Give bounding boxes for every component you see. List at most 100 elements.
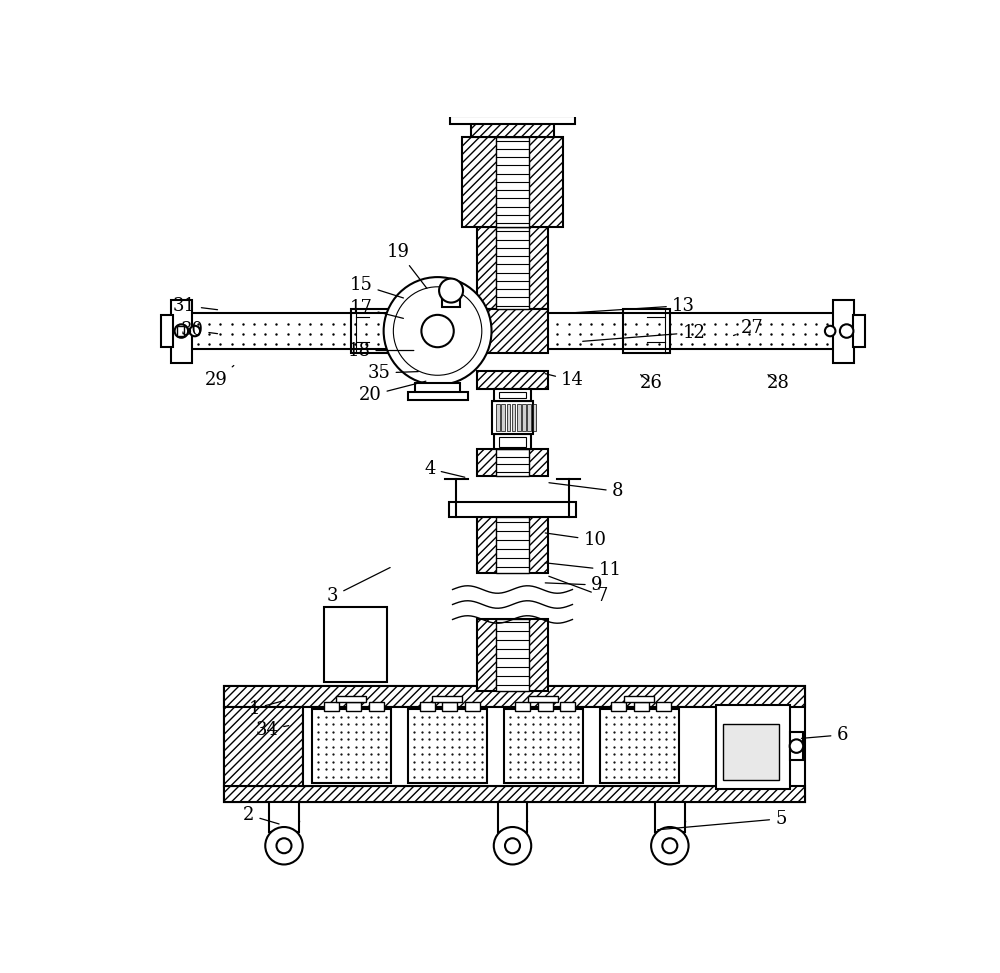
- Bar: [477, 309, 548, 353]
- Text: 28: 28: [767, 374, 790, 392]
- Bar: [224, 686, 805, 707]
- Bar: [189, 313, 836, 349]
- Text: 7: 7: [549, 576, 608, 605]
- Bar: [494, 389, 531, 401]
- Bar: [351, 309, 398, 353]
- Bar: [833, 300, 854, 363]
- Bar: [499, 437, 526, 448]
- Bar: [408, 709, 487, 783]
- Bar: [611, 702, 626, 711]
- Bar: [324, 607, 387, 682]
- Text: 8: 8: [549, 483, 623, 500]
- Bar: [324, 702, 339, 711]
- Bar: [723, 724, 779, 779]
- Bar: [716, 704, 790, 789]
- Circle shape: [421, 315, 454, 347]
- Bar: [449, 502, 576, 517]
- Text: 5: 5: [658, 810, 786, 830]
- Text: 3: 3: [327, 567, 390, 605]
- Bar: [655, 803, 685, 832]
- Bar: [496, 620, 529, 691]
- Bar: [499, 392, 526, 399]
- Text: 35: 35: [368, 364, 418, 382]
- Bar: [600, 709, 679, 783]
- Bar: [312, 709, 391, 783]
- Bar: [496, 137, 529, 227]
- Bar: [408, 392, 468, 400]
- Bar: [177, 326, 184, 337]
- Bar: [560, 702, 575, 711]
- Bar: [512, 405, 515, 431]
- Text: 1: 1: [248, 700, 285, 718]
- Bar: [533, 405, 536, 431]
- Bar: [171, 300, 192, 363]
- Text: 27: 27: [734, 319, 764, 337]
- Bar: [432, 696, 462, 702]
- Circle shape: [175, 324, 188, 338]
- Bar: [624, 696, 654, 702]
- Bar: [522, 405, 526, 431]
- Bar: [853, 315, 865, 346]
- Text: 20: 20: [359, 381, 426, 405]
- Circle shape: [384, 277, 492, 385]
- Circle shape: [840, 324, 853, 338]
- Bar: [527, 405, 531, 431]
- Circle shape: [494, 827, 531, 864]
- Bar: [477, 517, 548, 573]
- Text: 2: 2: [243, 806, 279, 824]
- Text: 26: 26: [640, 374, 663, 392]
- Text: 14: 14: [545, 372, 584, 389]
- Bar: [507, 405, 510, 431]
- Bar: [790, 732, 803, 760]
- Bar: [634, 702, 649, 711]
- Bar: [496, 517, 529, 573]
- Circle shape: [825, 326, 835, 337]
- Bar: [346, 702, 361, 711]
- Bar: [269, 803, 299, 832]
- Bar: [161, 315, 173, 346]
- Bar: [450, 116, 575, 124]
- Text: 19: 19: [387, 242, 427, 288]
- Bar: [517, 405, 521, 431]
- Text: 31: 31: [173, 297, 218, 314]
- Bar: [462, 137, 563, 227]
- Bar: [303, 707, 719, 786]
- Text: 4: 4: [424, 460, 465, 478]
- Bar: [538, 702, 553, 711]
- Bar: [420, 702, 435, 711]
- Text: 9: 9: [545, 576, 602, 594]
- Circle shape: [651, 827, 689, 864]
- Text: 34: 34: [255, 721, 289, 739]
- Bar: [477, 450, 548, 476]
- Circle shape: [662, 839, 677, 853]
- Bar: [477, 227, 548, 309]
- Bar: [504, 709, 583, 783]
- Circle shape: [265, 827, 303, 864]
- Text: 18: 18: [347, 342, 414, 359]
- Bar: [224, 686, 805, 803]
- Bar: [623, 309, 670, 353]
- Bar: [498, 803, 527, 832]
- Text: 13: 13: [571, 297, 695, 314]
- Circle shape: [790, 739, 803, 753]
- Bar: [515, 702, 530, 711]
- Bar: [442, 291, 460, 307]
- Text: 29: 29: [205, 366, 234, 389]
- Circle shape: [505, 839, 520, 853]
- Circle shape: [439, 278, 463, 303]
- Bar: [369, 702, 384, 711]
- Text: 15: 15: [350, 275, 403, 298]
- Circle shape: [190, 326, 200, 337]
- Bar: [404, 307, 460, 355]
- Bar: [496, 227, 529, 309]
- Text: 30: 30: [180, 321, 218, 340]
- Bar: [501, 405, 505, 431]
- Text: 10: 10: [545, 531, 606, 549]
- Text: 12: 12: [583, 324, 705, 342]
- Bar: [224, 707, 303, 786]
- Circle shape: [276, 839, 291, 853]
- Bar: [465, 702, 480, 711]
- Bar: [492, 401, 533, 434]
- Bar: [336, 696, 366, 702]
- Text: 6: 6: [801, 726, 848, 743]
